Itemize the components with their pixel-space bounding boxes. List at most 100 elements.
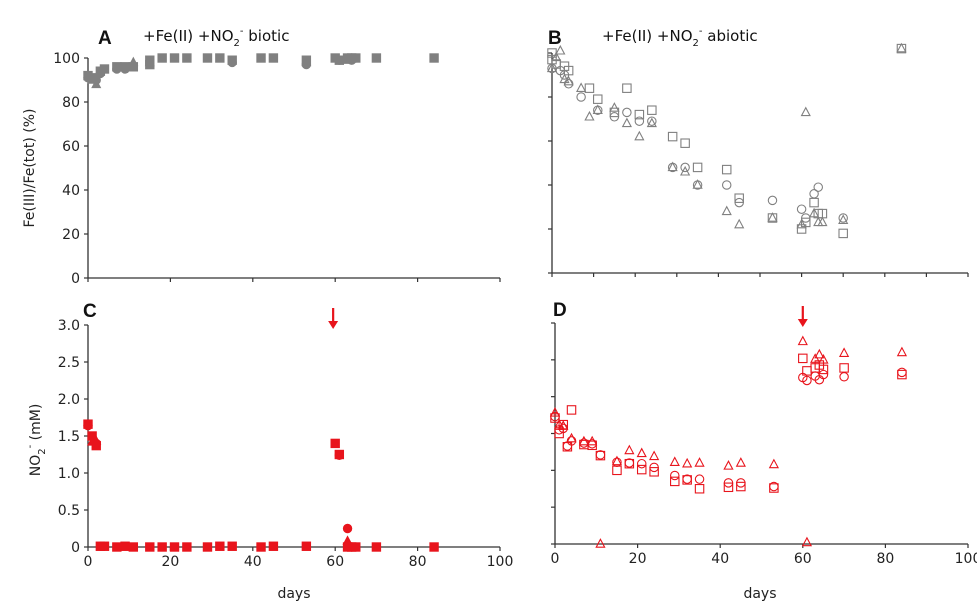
panel-d-axes: 0 20 40 60 80 100	[551, 322, 977, 567]
data-point-circle	[334, 55, 345, 65]
data-point-square	[721, 164, 732, 175]
panel-c-axes: 0 0.5 1.0 1.5 2.0 2.5 3.0 0 20 40 60 80 100	[58, 318, 514, 570]
data-point-square	[169, 53, 180, 63]
data-point-circle	[736, 478, 746, 488]
data-point-square	[215, 541, 225, 551]
y-tick-label: 20	[62, 227, 80, 243]
data-point-triangle	[896, 42, 907, 53]
data-point-triangle	[723, 460, 734, 470]
data-point-square	[202, 542, 213, 552]
data-point-square	[157, 542, 167, 552]
panel-d: D days 0 20 40 60 80 100	[549, 300, 977, 602]
data-point-triangle	[611, 455, 623, 466]
data-point-square	[647, 105, 657, 115]
panel-a-marks	[83, 53, 439, 89]
panel-a: A +Fe(II) +NO2- biotic Fe(III)/Fe(tot) (…	[22, 26, 501, 287]
data-point-triangle	[636, 447, 647, 458]
data-point-square	[667, 131, 678, 142]
data-point-square	[182, 542, 192, 552]
panel-b: B +Fe(II) +NO2- abiotic	[546, 26, 969, 277]
y-tick-label: 0.5	[58, 503, 80, 519]
data-point-triangle	[128, 56, 139, 67]
data-point-circle	[680, 162, 690, 173]
x-tick-label: 100	[955, 551, 977, 567]
data-point-square	[301, 541, 312, 551]
data-point-square	[330, 438, 340, 449]
x-tick-label: 20	[161, 554, 179, 570]
data-point-triangle	[768, 458, 780, 469]
x-tick-label: 100	[487, 554, 514, 570]
data-point-triangle	[680, 165, 691, 176]
data-point-circle	[563, 79, 574, 89]
data-point-triangle	[808, 207, 820, 218]
panel-c-ylabel: NO2- (mM)	[25, 404, 48, 477]
data-point-circle	[634, 116, 645, 126]
data-point-circle	[95, 68, 106, 79]
data-point-square	[120, 541, 130, 551]
data-point-triangle	[818, 353, 829, 364]
x-tick-label: 0	[84, 554, 93, 570]
panel-a-title: +Fe(II) +NO2- biotic	[143, 26, 289, 49]
data-point-triangle	[342, 535, 353, 545]
data-point-square	[128, 542, 139, 552]
panel-b-letter: B	[548, 28, 562, 49]
data-point-circle	[818, 369, 829, 380]
data-point-square	[145, 542, 155, 552]
y-tick-label: 60	[62, 139, 80, 155]
data-point-square	[838, 228, 848, 239]
data-point-square	[736, 481, 746, 492]
data-point-circle	[767, 195, 778, 206]
data-point-square	[622, 83, 632, 93]
data-point-triangle	[624, 444, 635, 455]
data-point-circle	[612, 457, 622, 467]
data-point-square	[429, 542, 439, 552]
data-point-triangle	[734, 218, 745, 229]
data-point-square	[371, 542, 382, 552]
data-point-circle	[624, 458, 635, 468]
x-tick-label: 80	[409, 554, 427, 570]
y-tick-label: 0	[71, 540, 80, 556]
data-point-square	[636, 464, 647, 475]
x-tick-label: 20	[629, 551, 647, 567]
data-point-triangle	[646, 117, 657, 128]
data-point-triangle	[692, 179, 703, 189]
data-point-square	[202, 53, 213, 63]
panel-d-letter: D	[553, 300, 567, 321]
data-point-triangle	[91, 78, 102, 89]
data-point-triangle	[667, 161, 678, 172]
data-point-circle	[721, 180, 732, 190]
data-point-triangle	[814, 348, 825, 359]
data-point-circle	[723, 478, 734, 488]
data-point-circle	[734, 197, 744, 208]
data-point-square	[371, 53, 382, 63]
data-point-circle	[576, 92, 586, 102]
data-point-circle	[670, 470, 680, 481]
data-point-square	[670, 476, 680, 487]
data-point-square	[584, 83, 595, 93]
data-point-square	[227, 541, 237, 551]
data-point-square	[609, 107, 620, 118]
panel-c: C NO2- (mM) days 0 0.5 1.0 1.5 2.0 2.5 3.0 0 20 4…	[25, 301, 513, 602]
data-point-circle	[838, 213, 848, 223]
data-point-circle	[694, 474, 705, 484]
data-point-triangle	[838, 214, 849, 224]
data-point-triangle	[649, 450, 660, 461]
y-tick-label: 1.0	[58, 466, 80, 482]
panel-d-marks	[549, 335, 908, 548]
data-point-circle	[595, 450, 606, 460]
data-point-triangle	[896, 346, 908, 357]
panel-a-letter: A	[98, 28, 112, 49]
data-point-circle	[801, 213, 811, 223]
panel-a-axes: 0 20 40 60 80 100	[53, 51, 501, 287]
y-tick-label: 80	[62, 95, 80, 111]
data-point-circle	[649, 462, 659, 473]
data-point-square	[593, 94, 603, 104]
data-point-square	[692, 162, 703, 173]
panel-a-ylabel: Fe(III)/Fe(tot) (%)	[22, 109, 38, 228]
data-point-square	[182, 53, 192, 63]
data-point-triangle	[559, 73, 570, 84]
data-point-triangle	[801, 536, 813, 547]
data-point-triangle	[634, 130, 645, 141]
data-point-square	[268, 541, 279, 551]
y-tick-label: 40	[62, 183, 80, 199]
